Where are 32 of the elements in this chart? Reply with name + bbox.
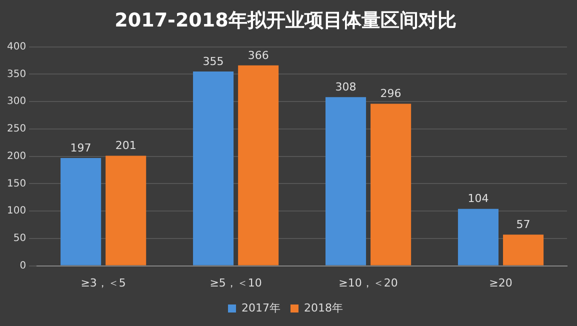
x-tick-label: ≥10，＜20 [338,276,398,290]
chart-title: 2017-2018年拟开业项目体量区间对比 [114,9,456,32]
bar [106,156,146,266]
data-label: 366 [248,48,269,62]
bar [458,208,499,266]
x-tick-label: ≥20 [489,276,512,290]
bar [60,158,102,266]
y-tick-label: 250 [6,124,26,135]
data-label: 355 [202,54,224,68]
y-tick-label: 400 [6,41,26,52]
x-tick-label: ≥5，＜10 [210,276,262,290]
data-label: 201 [115,139,136,152]
bar [370,104,412,266]
data-label: 296 [380,87,402,100]
data-label: 57 [516,218,530,231]
bar [325,97,366,266]
legend-label: 2018年 [304,301,343,314]
y-tick-label: 0 [20,260,26,272]
y-tick-label: 200 [6,150,26,162]
legend-label: 2017年 [242,301,281,314]
bar [193,71,234,266]
data-label: 104 [468,192,489,206]
y-tick-label: 100 [6,206,26,217]
bar [503,234,544,266]
y-tick-label: 300 [6,96,26,108]
data-label: 308 [335,80,356,94]
y-tick-label: 150 [6,178,26,190]
y-tick-label: 50 [13,233,26,244]
y-tick-label: 350 [6,68,26,80]
data-label: 197 [70,141,92,154]
x-tick-label: ≥3，＜5 [80,276,126,290]
bar [238,65,279,266]
